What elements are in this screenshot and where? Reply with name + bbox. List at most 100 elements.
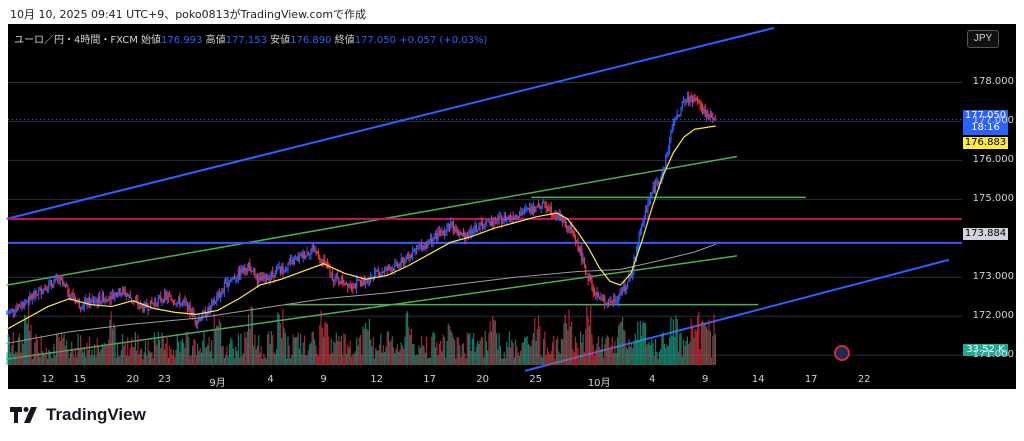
- candle-body: [422, 245, 424, 251]
- candle-body: [296, 257, 298, 259]
- candle-body: [223, 283, 225, 292]
- candle-body: [15, 308, 17, 312]
- volume-bar: [656, 351, 658, 365]
- volume-bar: [615, 353, 617, 365]
- volume-bar: [12, 331, 14, 365]
- volume-bar: [74, 347, 77, 365]
- candle-body: [582, 258, 584, 261]
- volume-bar: [258, 335, 260, 365]
- volume-bar: [426, 336, 428, 365]
- volume-bar: [18, 333, 21, 365]
- volume-bar: [637, 321, 639, 365]
- candle-body: [445, 230, 447, 232]
- candle-body: [447, 224, 449, 228]
- candle-body: [29, 295, 31, 302]
- candle-body: [511, 216, 513, 219]
- volume-bar: [17, 337, 19, 365]
- volume-bar: [231, 340, 233, 365]
- candle-body: [73, 298, 75, 300]
- candle-body: [300, 254, 302, 256]
- volume-bar: [62, 337, 64, 365]
- candle-body: [345, 283, 348, 285]
- volume-bar: [492, 316, 494, 365]
- candle-body: [114, 292, 116, 298]
- volume-bar: [591, 334, 593, 365]
- volume-bar: [488, 332, 490, 365]
- candle-body: [674, 118, 676, 122]
- candle-body: [328, 267, 330, 269]
- volume-bar: [225, 355, 227, 365]
- volume-bar: [317, 355, 320, 365]
- volume-bar: [104, 343, 106, 365]
- candle-body: [541, 202, 543, 207]
- volume-bar: [437, 355, 439, 365]
- candle-body: [469, 229, 471, 235]
- symbol-label[interactable]: ユーロ／円・4時間・FXCM: [14, 35, 138, 46]
- volume-bar: [22, 343, 25, 365]
- candle-body: [705, 111, 708, 117]
- candle-body: [709, 113, 711, 119]
- candle-body: [591, 280, 593, 290]
- replay-icon[interactable]: [834, 345, 850, 361]
- candle-body: [578, 247, 580, 252]
- candle-body: [88, 298, 91, 305]
- volume-bar: [557, 336, 559, 365]
- candle-body: [321, 261, 323, 265]
- candle-body: [418, 246, 420, 249]
- chart-panel[interactable]: [8, 24, 1016, 389]
- volume-bar: [681, 356, 683, 365]
- tradingview-logo[interactable]: TradingView: [10, 405, 146, 425]
- candle-body: [516, 214, 518, 218]
- volume-bar: [202, 340, 204, 365]
- candle-body: [526, 208, 528, 210]
- candle-body: [95, 299, 97, 302]
- candle-body: [530, 206, 532, 213]
- last-price-badge: 177.050 18:16: [963, 110, 1008, 135]
- volume-bar: [31, 358, 33, 365]
- candle-body: [700, 105, 702, 108]
- volume-bar: [675, 315, 677, 365]
- volume-bar: [390, 340, 392, 365]
- time-tick-label: 23: [158, 374, 171, 385]
- volume-bar: [518, 355, 521, 365]
- volume-bar: [555, 339, 557, 365]
- volume-bar: [364, 322, 367, 365]
- currency-button[interactable]: JPY: [967, 30, 999, 48]
- candle-body: [708, 116, 710, 119]
- volume-bar: [503, 352, 505, 365]
- volume-bar: [189, 356, 191, 365]
- volume-bar: [45, 347, 47, 365]
- volume-bar: [410, 328, 412, 365]
- volume-bar: [101, 343, 103, 365]
- volume-bar: [35, 333, 37, 365]
- volume-bar: [526, 335, 528, 365]
- candle-body: [353, 284, 355, 289]
- volume-bar: [573, 352, 575, 365]
- candle-body: [565, 226, 568, 228]
- candle-body: [235, 278, 237, 280]
- volume-bar: [400, 342, 402, 365]
- volume-bar: [334, 342, 336, 365]
- volume-bar: [350, 356, 353, 365]
- volume-bar: [91, 349, 93, 365]
- candle-body: [431, 239, 433, 245]
- volume-bar: [698, 311, 700, 365]
- volume-bar: [643, 322, 645, 365]
- volume-bar: [564, 314, 566, 365]
- candle-body: [305, 255, 307, 259]
- candle-body: [613, 298, 615, 303]
- volume-bar: [108, 339, 110, 365]
- candle-body: [323, 259, 325, 265]
- candle-body: [614, 298, 616, 302]
- volume-bar: [76, 357, 78, 365]
- candle-body: [197, 320, 199, 325]
- time-tick-label: 9: [320, 374, 327, 385]
- candle-body: [680, 107, 682, 116]
- candle-body: [208, 307, 210, 311]
- volume-bar: [110, 311, 112, 365]
- candle-body: [27, 300, 30, 302]
- candle-body: [610, 301, 612, 303]
- price-tick-label: 177.000: [972, 115, 1014, 127]
- candle-body: [391, 268, 393, 272]
